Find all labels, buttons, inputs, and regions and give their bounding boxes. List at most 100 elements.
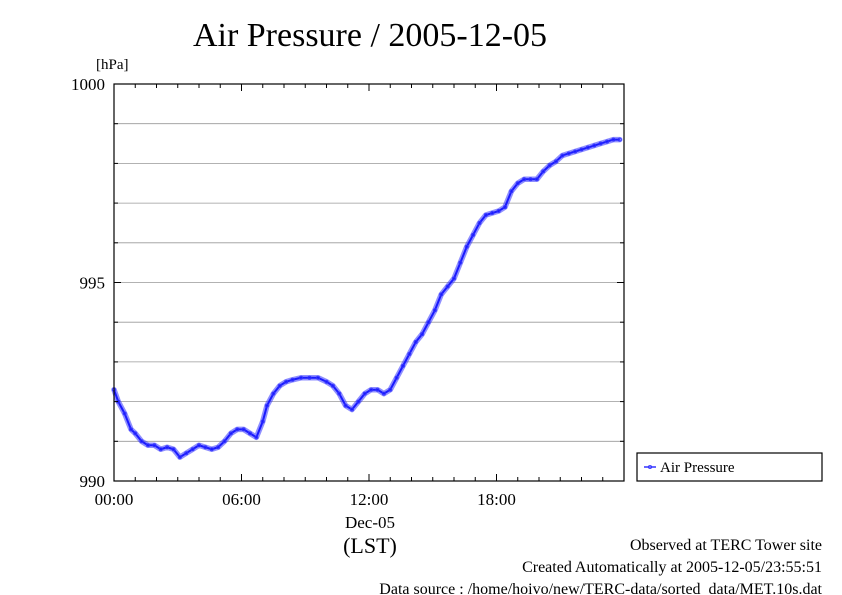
x-tick-label: 18:00 (477, 490, 516, 509)
data-point (439, 292, 444, 297)
footer-site: Observed at TERC Tower site (630, 537, 822, 554)
data-point (400, 363, 405, 368)
data-point (196, 443, 201, 448)
x-tick-label: 00:00 (95, 490, 134, 509)
data-point (369, 387, 374, 392)
data-point (541, 169, 546, 174)
data-point (216, 445, 221, 450)
footer-source: Data source : /home/hoivo/new/TERC-data/… (379, 581, 822, 595)
data-point (585, 145, 590, 150)
data-point (413, 340, 418, 345)
data-point (235, 427, 240, 432)
data-point (426, 320, 431, 325)
data-point (290, 377, 295, 382)
x-axis-date-label: Dec-05 (345, 513, 395, 532)
data-point (534, 177, 539, 182)
data-point (222, 439, 227, 444)
data-point (509, 189, 514, 194)
data-point (260, 419, 265, 424)
x-tick-label: 12:00 (350, 490, 389, 509)
data-point (228, 431, 233, 436)
legend-marker (648, 464, 653, 469)
data-point (330, 383, 335, 388)
series-line (113, 138, 620, 459)
data-point (375, 387, 380, 392)
data-point (184, 451, 189, 456)
grid-lines (114, 123, 624, 442)
data-point (362, 391, 367, 396)
data-point (407, 351, 412, 356)
plot-frame (113, 83, 625, 482)
data-point (177, 455, 182, 460)
data-point (247, 431, 252, 436)
data-point (579, 147, 584, 152)
data-point (122, 411, 127, 416)
data-point (471, 232, 476, 237)
data-point (464, 244, 469, 249)
data-point (617, 137, 622, 142)
footer-created: Created Automatically at 2005-12-05/23:5… (522, 559, 822, 576)
data-point (547, 163, 552, 168)
data-point (605, 139, 610, 144)
data-point (560, 153, 565, 158)
data-point (152, 443, 157, 448)
data-point (554, 159, 559, 164)
data-point (420, 332, 425, 337)
axis-layer: 990 995 1000 00:00 06:00 12:00 18:00 (71, 75, 625, 509)
data-point (528, 177, 533, 182)
data-point (315, 375, 320, 380)
data-point (522, 177, 527, 182)
data-point (254, 435, 259, 440)
y-tick-label: 990 (80, 472, 106, 491)
y-axis-unit-label: [hPa] (96, 57, 129, 73)
data-point (573, 149, 578, 154)
data-point (139, 439, 144, 444)
data-point (324, 379, 329, 384)
data-point (611, 137, 616, 142)
data-point (241, 427, 246, 432)
data-point (458, 260, 463, 265)
y-tick-label: 1000 (71, 75, 105, 94)
data-point (145, 443, 150, 448)
data-point (277, 383, 282, 388)
x-axis-label: (LST) (343, 533, 397, 558)
data-point (343, 403, 348, 408)
data-point (394, 375, 399, 380)
data-point (356, 399, 361, 404)
data-point (298, 375, 303, 380)
series-band (111, 136, 623, 460)
data-point (496, 209, 501, 214)
data-point (483, 213, 488, 218)
data-point (271, 391, 276, 396)
data-point (432, 308, 437, 313)
legend: Air Pressure (636, 452, 823, 482)
data-point (515, 181, 520, 186)
series-layer (111, 136, 623, 460)
x-tick-label: 06:00 (222, 490, 261, 509)
chart-title: Air Pressure / 2005-12-05 (193, 17, 547, 54)
legend-box (636, 452, 823, 482)
data-point (203, 445, 208, 450)
data-point (445, 284, 450, 289)
y-tick-label: 995 (80, 274, 106, 293)
data-point (171, 447, 176, 452)
legend-label: Air Pressure (660, 460, 735, 476)
data-point (337, 391, 342, 396)
data-point (451, 276, 456, 281)
data-point (128, 427, 133, 432)
data-point (477, 220, 482, 225)
data-point (165, 445, 170, 450)
data-point (209, 447, 214, 452)
data-point (307, 375, 312, 380)
data-point (490, 211, 495, 216)
data-point (284, 379, 289, 384)
data-point (158, 447, 163, 452)
data-point (133, 431, 138, 436)
data-point (264, 403, 269, 408)
data-point (598, 141, 603, 146)
data-point (381, 391, 386, 396)
data-point (502, 205, 507, 210)
data-point (566, 151, 571, 156)
data-point (190, 447, 195, 452)
